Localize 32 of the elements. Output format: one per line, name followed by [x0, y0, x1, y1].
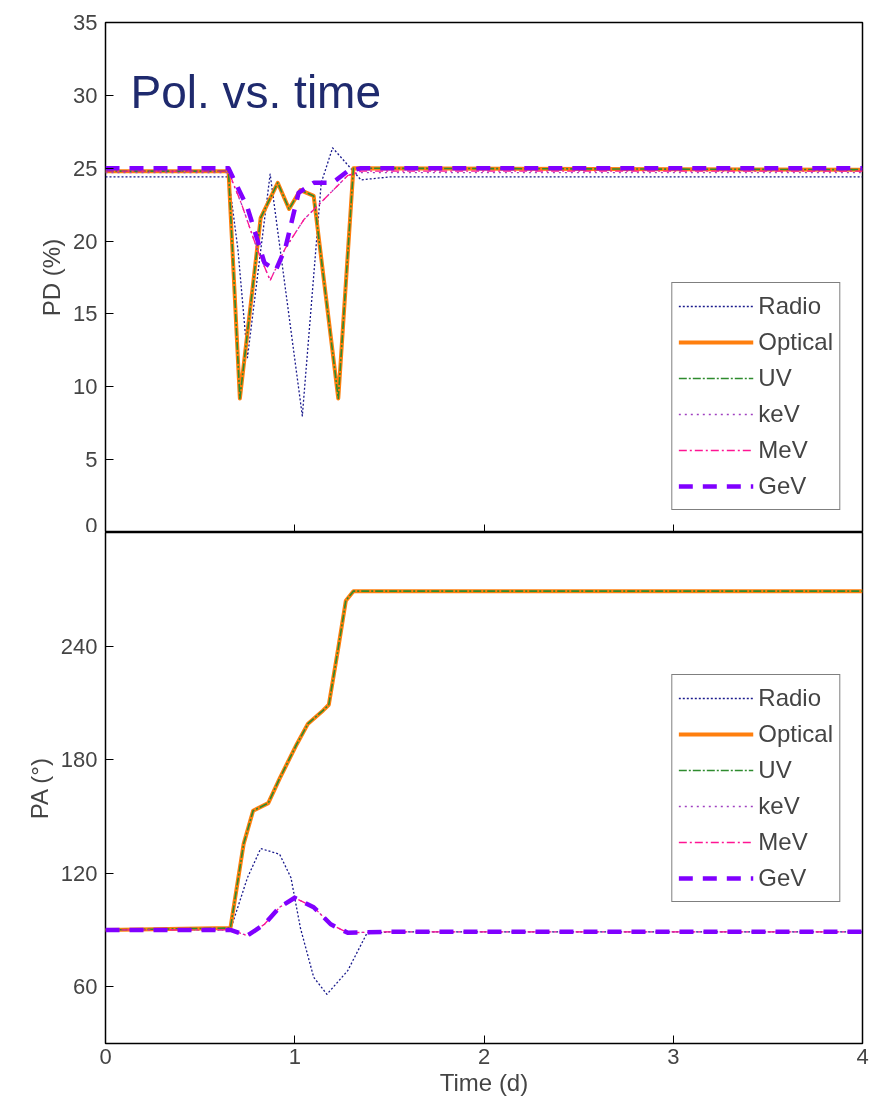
legend-label: Optical — [758, 327, 833, 357]
y-tick-label: 5 — [85, 447, 98, 473]
x-tick-label: 2 — [477, 1043, 491, 1069]
y-tick-label: 240 — [60, 633, 98, 659]
legend-label: Radio — [758, 682, 822, 713]
x-axis-title: Time (d) — [439, 1068, 529, 1096]
text: Pol. vs. time — [130, 65, 382, 118]
y-tick-label: 35 — [73, 10, 98, 35]
y-tick-label: 30 — [73, 82, 98, 108]
y-tick-label: 0 — [85, 512, 98, 538]
legend-label: keV — [758, 399, 800, 429]
legend-label: GeV — [758, 471, 807, 501]
legend-label: MeV — [758, 435, 808, 465]
y-tick-label: 15 — [73, 301, 98, 327]
legend-label: keV — [758, 790, 800, 821]
x-tick-label: 3 — [667, 1043, 680, 1069]
x-tick-label: 4 — [856, 1043, 869, 1069]
legend-label: UV — [758, 363, 792, 393]
y-tick-label: 25 — [73, 155, 98, 181]
y-tick-label: 180 — [60, 747, 98, 773]
y-axis-title: PA (°) — [25, 758, 53, 820]
y-tick-label: 120 — [60, 860, 98, 886]
y-tick-label: 60 — [73, 974, 98, 1000]
legend-label: UV — [758, 754, 792, 785]
y-tick-label: 10 — [73, 374, 98, 400]
x-tick-label: 1 — [288, 1043, 301, 1069]
legend-label: Optical — [758, 718, 833, 749]
y-axis-title: PD (%) — [38, 238, 66, 317]
legend-label: MeV — [758, 826, 808, 857]
y-tick-label: 20 — [73, 228, 98, 254]
legend-label: Radio — [758, 291, 822, 321]
legend-label: GeV — [758, 862, 807, 893]
